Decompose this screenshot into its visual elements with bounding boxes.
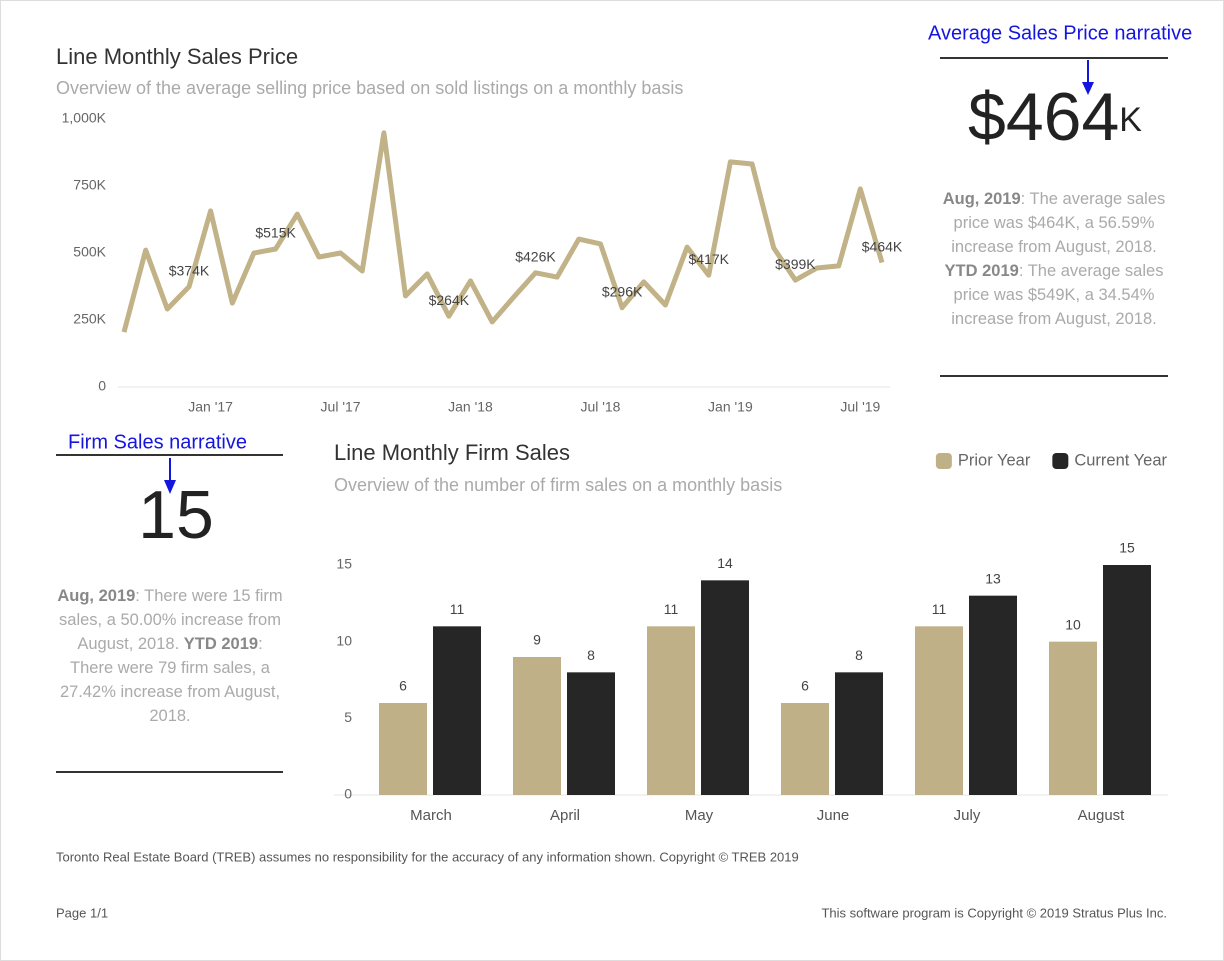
narrative-text: Aug, 2019 <box>57 587 136 605</box>
x-tick-label: May <box>685 807 714 824</box>
x-tick-label: Jul '17 <box>321 399 361 415</box>
narrative-text: : There were 79 firm sales, a 27.42% inc… <box>59 635 281 725</box>
x-tick-label: Jul '19 <box>840 399 880 415</box>
chart-title: Line Monthly Sales Price <box>56 44 298 69</box>
data-label: $417K <box>689 251 730 267</box>
data-label: 14 <box>717 555 733 571</box>
legend-swatch <box>1052 453 1069 469</box>
data-label: 6 <box>801 678 809 694</box>
x-tick-label: April <box>550 807 580 824</box>
data-label: $464K <box>862 238 903 254</box>
page-number: Page 1/1 <box>56 905 108 920</box>
x-tick-label: Jan '17 <box>188 399 233 415</box>
bar <box>701 580 749 795</box>
chart-subtitle: Overview of the average selling price ba… <box>56 78 683 98</box>
y-tick-label: 0 <box>98 378 106 394</box>
x-tick-label: August <box>1078 807 1126 824</box>
data-label: 11 <box>664 601 679 617</box>
annotation-arrowhead <box>1082 82 1094 95</box>
bar <box>647 626 695 795</box>
data-label: $374K <box>169 262 210 278</box>
annotation-arrowhead <box>164 480 176 494</box>
chart-title: Line Monthly Firm Sales <box>334 440 570 465</box>
y-tick-label: 500K <box>73 244 106 260</box>
y-tick-label: 10 <box>336 632 352 648</box>
bar <box>1103 565 1151 795</box>
x-tick-label: March <box>410 807 452 824</box>
x-tick-label: July <box>954 807 981 824</box>
x-tick-label: Jul '18 <box>580 399 620 415</box>
bar <box>1049 641 1097 795</box>
y-tick-label: 750K <box>73 177 106 193</box>
x-tick-label: Jan '18 <box>448 399 493 415</box>
y-tick-label: 15 <box>336 556 352 572</box>
y-tick-label: 1,000K <box>62 110 107 126</box>
y-tick-label: 250K <box>73 311 106 327</box>
data-label: 9 <box>533 632 541 648</box>
legend-label: Prior Year <box>958 451 1031 469</box>
bar <box>969 595 1017 795</box>
x-tick-label: June <box>817 807 850 824</box>
data-label: $264K <box>429 292 470 308</box>
data-label: $426K <box>515 249 556 265</box>
chart-subtitle: Overview of the number of firm sales on … <box>334 475 782 495</box>
data-label: 10 <box>1065 616 1081 632</box>
bar <box>379 703 427 795</box>
y-tick-label: 0 <box>344 786 352 802</box>
kpi-value: 15 <box>138 477 214 553</box>
disclaimer: Toronto Real Estate Board (TREB) assumes… <box>56 849 799 864</box>
data-label: $399K <box>775 256 816 272</box>
annotation: Firm Sales narrative <box>68 431 247 453</box>
narrative-text: : The average sales price was $549K, a 3… <box>951 262 1164 328</box>
bar <box>513 657 561 795</box>
kpi-value: $464K <box>968 79 1142 155</box>
narrative-text: : There were 15 firm sales, a 50.00% inc… <box>59 587 283 653</box>
legend-label: Current Year <box>1074 451 1167 469</box>
bar <box>781 703 829 795</box>
x-tick-label: Jan '19 <box>708 399 753 415</box>
narrative-text: Aug, 2019 <box>942 190 1021 208</box>
y-tick-label: 5 <box>344 709 352 725</box>
data-label: $296K <box>602 283 643 299</box>
data-label: 8 <box>587 647 595 663</box>
price-line <box>121 130 885 333</box>
narrative-text: : The average sales price was $464K, a 5… <box>951 190 1166 256</box>
bar <box>567 672 615 795</box>
annotation: Average Sales Price narrative <box>928 22 1192 44</box>
copyright: This software program is Copyright © 201… <box>821 905 1167 920</box>
data-label: 11 <box>450 601 465 617</box>
data-label: 15 <box>1119 540 1135 556</box>
firm-narrative: Aug, 2019: There were 15 firm sales, a 5… <box>56 584 284 728</box>
bar <box>835 672 883 795</box>
data-label: 6 <box>399 678 407 694</box>
data-label: 13 <box>985 570 1001 586</box>
data-label: $515K <box>255 225 296 241</box>
bar <box>433 626 481 795</box>
narrative-text: YTD 2019 <box>183 635 259 653</box>
narrative-text: YTD 2019 <box>944 262 1019 280</box>
bar <box>915 626 963 795</box>
data-label: 11 <box>932 601 947 617</box>
data-label: 8 <box>855 647 863 663</box>
legend-swatch <box>935 453 952 469</box>
price-narrative: Aug, 2019: The average sales price was $… <box>940 187 1168 331</box>
